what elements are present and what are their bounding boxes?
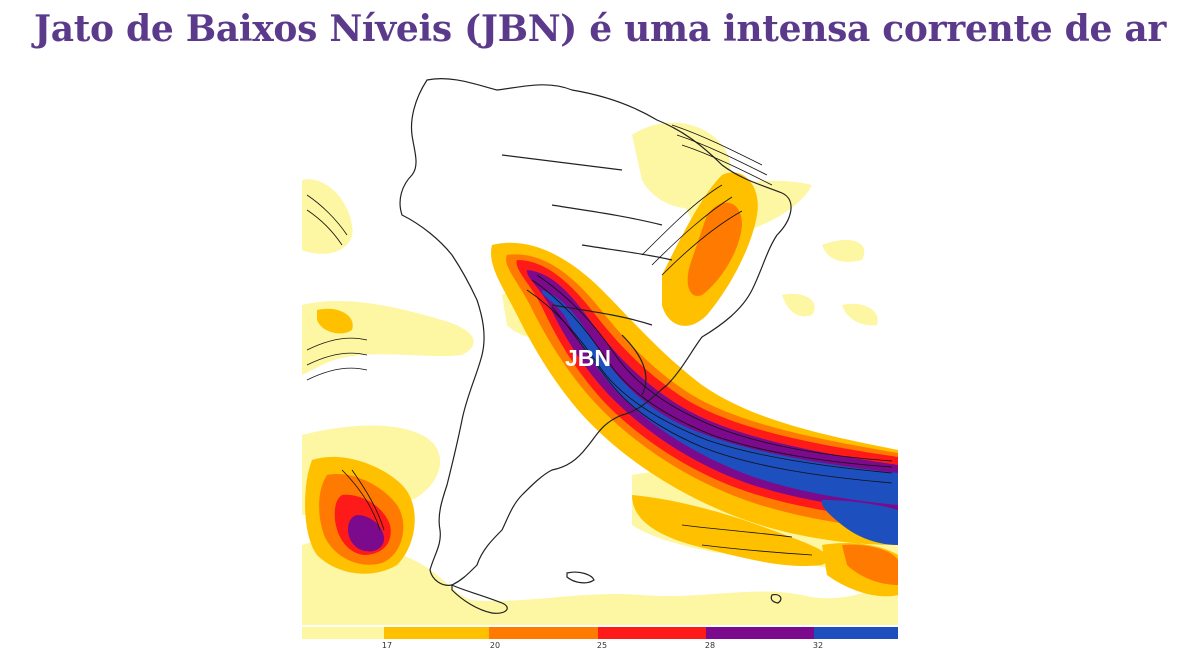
wind-vectors xyxy=(306,124,893,556)
wind-band-max xyxy=(541,290,898,545)
colorbar-tick-label: 17 xyxy=(381,641,393,650)
colorbar: 17 20 25 28 32 xyxy=(302,627,898,650)
colorbar-band-5 xyxy=(706,627,814,639)
colorbar-band-2 xyxy=(384,627,489,639)
land-outline xyxy=(399,78,792,614)
colorbar-tick-label: 25 xyxy=(596,641,608,650)
wind-map-svg: JBN xyxy=(302,75,898,625)
jbn-label: JBN xyxy=(565,345,611,371)
colorbar-band-3 xyxy=(489,627,598,639)
colorbar-band-6 xyxy=(814,627,898,639)
wind-map: JBN xyxy=(302,75,898,625)
colorbar-tick-label: 28 xyxy=(704,641,716,650)
page-title: Jato de Baixos Níveis (JBN) é uma intens… xyxy=(33,8,1167,50)
colorbar-tick-label: 32 xyxy=(812,641,824,650)
colorbar-tick-label: 20 xyxy=(489,641,501,650)
colorbar-band-1 xyxy=(302,627,384,639)
wind-band-32 xyxy=(348,270,898,552)
colorbar-band-4 xyxy=(598,627,706,639)
